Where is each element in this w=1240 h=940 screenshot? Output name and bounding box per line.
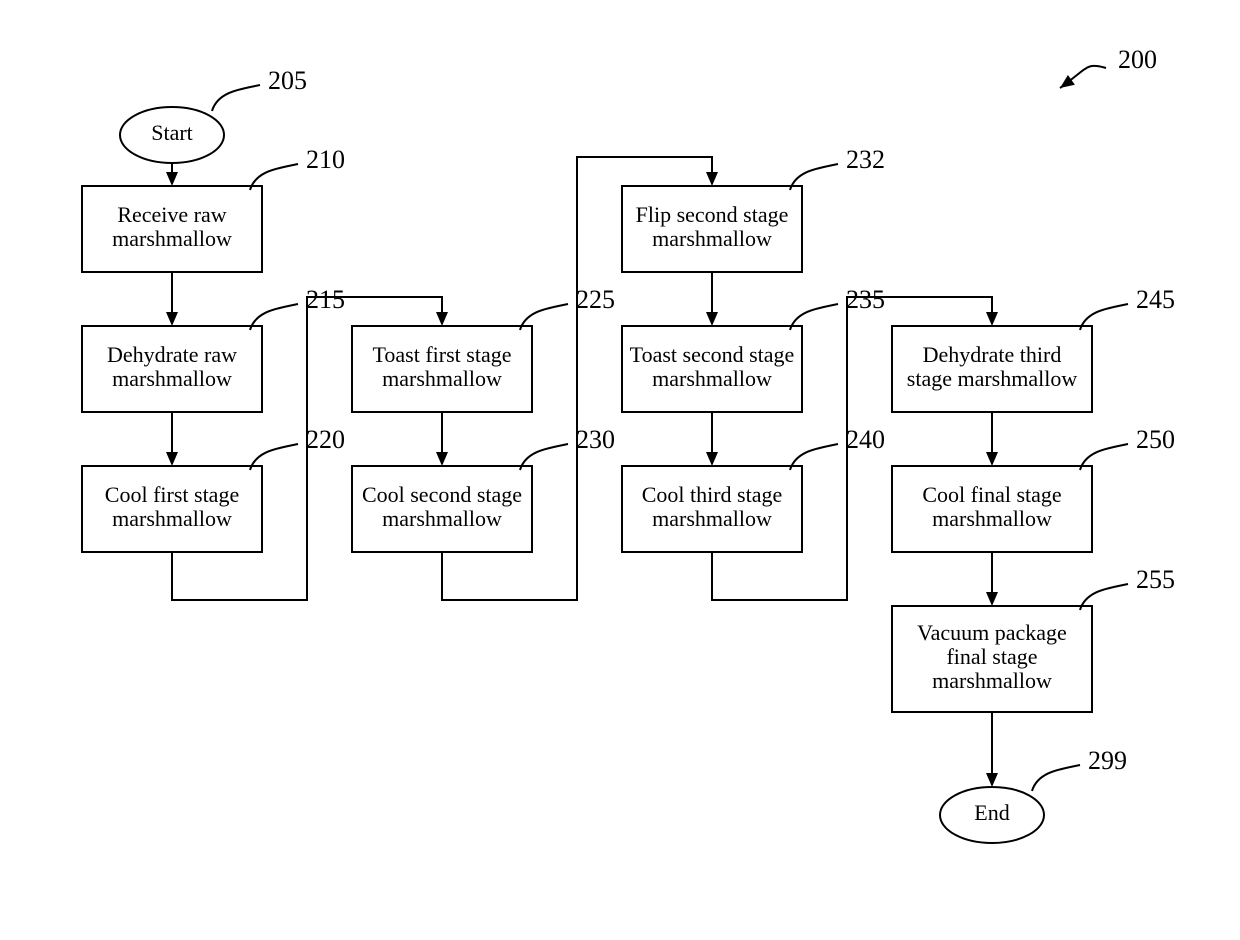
n210-label: Receive raw (117, 202, 226, 227)
n225-label: Toast first stage (373, 342, 512, 367)
n210-ref: 210 (306, 145, 345, 174)
n240-ref: 240 (846, 425, 885, 454)
n245-ref: 245 (1136, 285, 1175, 314)
n230-ref: 230 (576, 425, 615, 454)
n215-ref: 215 (306, 285, 345, 314)
n245-label: stage marshmallow (907, 366, 1078, 391)
n220-label: Cool first stage (105, 482, 239, 507)
n225-label: marshmallow (382, 366, 502, 391)
n235-ref: 235 (846, 285, 885, 314)
n250-label: Cool final stage (922, 482, 1061, 507)
n250-label: marshmallow (932, 506, 1052, 531)
flowchart-canvas: Start205Receive rawmarshmallow210Dehydra… (0, 0, 1240, 940)
start-ref: 205 (268, 66, 307, 95)
n220-label: marshmallow (112, 506, 232, 531)
n232-label: Flip second stage (636, 202, 789, 227)
n220-ref: 220 (306, 425, 345, 454)
n230-label: Cool second stage (362, 482, 522, 507)
n245-label: Dehydrate third (923, 342, 1062, 367)
n255-label: Vacuum package (917, 620, 1067, 645)
n235-label: marshmallow (652, 366, 772, 391)
n232-ref: 232 (846, 145, 885, 174)
n235-label: Toast second stage (630, 342, 795, 367)
n230-label: marshmallow (382, 506, 502, 531)
end-ref: 299 (1088, 746, 1127, 775)
n215-label: Dehydrate raw (107, 342, 237, 367)
n225-ref: 225 (576, 285, 615, 314)
n215-label: marshmallow (112, 366, 232, 391)
n250-ref: 250 (1136, 425, 1175, 454)
n240-label: marshmallow (652, 506, 772, 531)
n255-label: marshmallow (932, 668, 1052, 693)
n240-label: Cool third stage (642, 482, 783, 507)
n232-label: marshmallow (652, 226, 772, 251)
n255-ref: 255 (1136, 565, 1175, 594)
diagram-ref: 200 (1118, 45, 1157, 74)
start-label: Start (151, 120, 193, 145)
n210-label: marshmallow (112, 226, 232, 251)
n255-label: final stage (946, 644, 1037, 669)
end-label: End (974, 800, 1009, 825)
